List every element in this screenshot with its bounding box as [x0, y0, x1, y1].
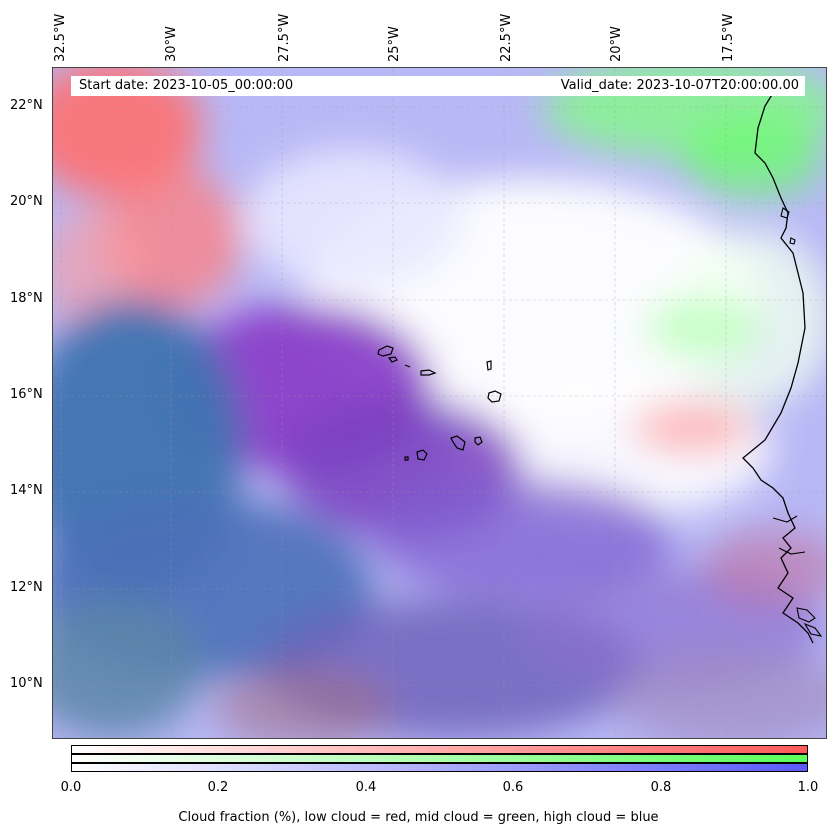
lon-label-22-5w: 22.5°W [499, 13, 514, 62]
lat-label-18n: 18°N [10, 291, 43, 306]
cloud-layers [53, 68, 826, 738]
lat-label-20n: 20°N [10, 194, 43, 209]
colorbar-tick-1: 0.2 [207, 780, 229, 795]
colorbar-tick-4: 0.8 [650, 780, 672, 795]
lon-label-27-5w: 27.5°W [277, 13, 292, 62]
lat-label-16n: 16°N [10, 387, 43, 402]
cape-verde-islands [377, 345, 502, 461]
colorbar-tick-5: 1.0 [797, 780, 819, 795]
valid-date-label: Valid_date: 2023-10-07T20:00:00.00 [560, 78, 799, 93]
lon-label-30w: 30°W [164, 26, 179, 62]
lon-label-20w: 20°W [609, 26, 624, 62]
lat-label-14n: 14°N [10, 483, 43, 498]
colorbar-stack [71, 745, 808, 772]
colorbar-tick-3: 0.6 [502, 780, 524, 795]
graticule [53, 68, 826, 738]
lat-label-12n: 12°N [10, 580, 43, 595]
map-area [52, 67, 827, 739]
colorbar-caption: Cloud fraction (%), low cloud = red, mid… [178, 810, 659, 825]
lon-label-25w: 25°W [387, 26, 402, 62]
colorbar-tick-0: 0.0 [60, 780, 82, 795]
lat-label-10n: 10°N [10, 676, 43, 691]
colorbar-mid-cloud [71, 754, 808, 763]
lat-label-22n: 22°N [10, 98, 43, 113]
lon-label-32-5w: 32.5°W [53, 13, 68, 62]
colorbar-tick-2: 0.4 [355, 780, 377, 795]
colorbar-low-cloud [71, 745, 808, 754]
west-africa-coastline [742, 92, 814, 644]
cloud-field-map [53, 68, 826, 738]
start-date-label: Start date: 2023-10-05_00:00:00 [79, 78, 294, 93]
lon-label-17-5w: 17.5°W [721, 13, 736, 62]
colorbar-high-cloud [71, 763, 808, 772]
date-banner: Start date: 2023-10-05_00:00:00 Valid_da… [71, 76, 805, 96]
